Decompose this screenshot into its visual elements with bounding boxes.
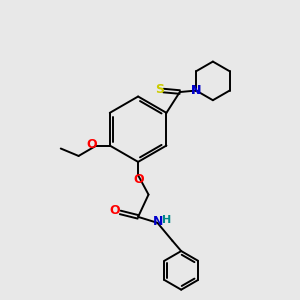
Text: O: O	[87, 138, 97, 151]
Text: N: N	[153, 215, 163, 228]
Text: O: O	[133, 173, 144, 186]
Text: N: N	[191, 84, 201, 97]
Text: N: N	[191, 84, 202, 97]
Text: S: S	[155, 83, 164, 96]
Text: H: H	[162, 215, 171, 225]
Text: O: O	[110, 204, 120, 218]
